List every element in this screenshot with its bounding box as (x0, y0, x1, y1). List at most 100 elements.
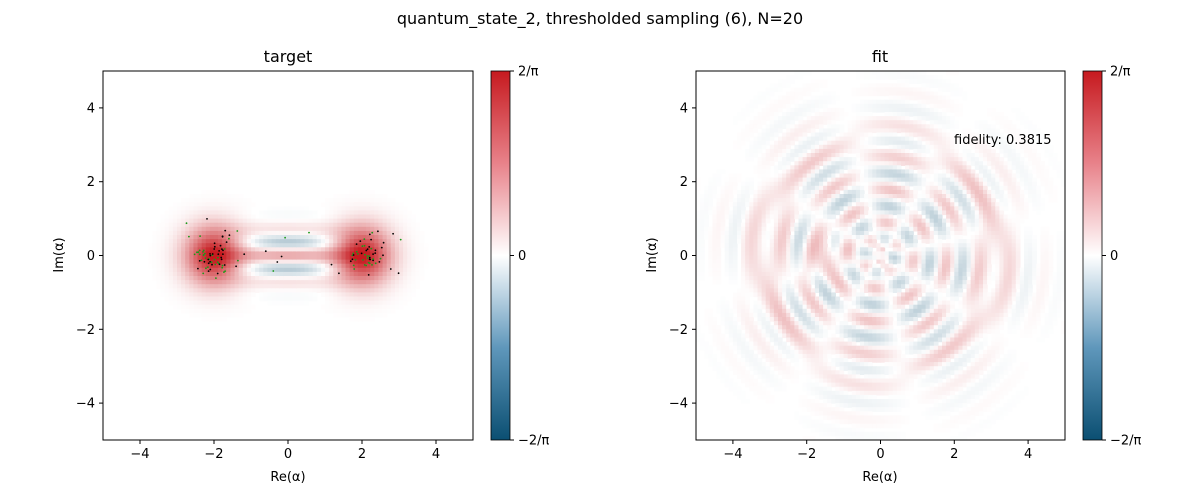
heat-cell (855, 353, 861, 359)
heat-cell (802, 124, 808, 129)
heat-cell (205, 230, 211, 236)
heat-cell (316, 251, 322, 257)
heat-cell (806, 161, 812, 166)
heat-cell (737, 386, 742, 392)
heat-cell (798, 230, 804, 236)
heat-cell (164, 280, 170, 285)
heat-cell (366, 312, 371, 318)
heat-cell (806, 91, 812, 97)
heat-cell (737, 235, 742, 240)
heat-cell (333, 218, 338, 224)
heat-cell (769, 202, 775, 207)
heat-cell (197, 300, 203, 306)
sample-point (207, 258, 210, 261)
heat-cell (329, 235, 334, 240)
heat-cell (345, 267, 351, 273)
heat-cell (835, 345, 841, 351)
heat-cell (737, 112, 742, 117)
heat-cell (827, 251, 832, 257)
heat-cell (201, 263, 207, 269)
heat-cell (806, 136, 812, 142)
heat-cell (806, 390, 812, 396)
heat-cell (864, 161, 869, 166)
heat-cell (720, 333, 726, 339)
heat-cell (843, 353, 849, 359)
heat-cell (374, 210, 380, 216)
heat-cell (880, 349, 886, 355)
heat-cell (407, 259, 412, 265)
heat-cell (189, 300, 195, 306)
heat-cell (749, 206, 754, 211)
heat-cell (259, 267, 264, 273)
heat-cell (851, 140, 857, 146)
heat-cell (271, 296, 277, 302)
heat-cell (741, 374, 746, 380)
heat-cell (177, 206, 182, 211)
heat-cell (238, 230, 244, 236)
heat-cell (872, 353, 877, 359)
heat-cell (876, 157, 882, 162)
heat-cell (802, 394, 808, 400)
heat-cell (716, 243, 722, 248)
heat-cell (868, 394, 873, 400)
heat-cell (864, 144, 869, 150)
heat-cell (847, 140, 853, 146)
heat-cell (712, 276, 718, 281)
heat-cell (835, 284, 841, 289)
heat-cell (724, 189, 730, 195)
heat-cell (745, 255, 750, 261)
heat-cell (814, 276, 820, 281)
heat-cell (819, 321, 824, 326)
heat-cell (341, 296, 347, 302)
heat-cell (802, 288, 808, 293)
heat-cell (864, 247, 869, 252)
heat-cell (847, 386, 853, 392)
heat-cell (843, 390, 849, 396)
heat-cell (790, 140, 795, 146)
heat-cell (798, 128, 804, 134)
heat-cell (267, 276, 273, 281)
heat-cell (810, 435, 816, 440)
heat-cell (864, 239, 869, 244)
heat-cell (827, 206, 832, 211)
heat-cell (782, 280, 787, 285)
heat-cell (782, 349, 787, 355)
heat-cell (851, 358, 857, 363)
heat-cell (823, 341, 828, 347)
heat-cell (823, 165, 828, 170)
heat-cell (876, 165, 882, 170)
heat-cell (304, 284, 310, 289)
heat-cell (778, 333, 783, 339)
heat-cell (773, 271, 779, 277)
heat-cell (831, 321, 836, 326)
heat-cell (839, 124, 845, 129)
heat-cell (839, 198, 845, 203)
heat-cell (728, 333, 734, 339)
heat-cell (152, 259, 158, 265)
heat-cell (218, 296, 223, 302)
heat-cell (847, 296, 853, 302)
heat-cell (860, 75, 865, 80)
heat-cell (181, 288, 186, 293)
heat-cell (415, 271, 421, 277)
heat-cell (386, 202, 392, 207)
heat-cell (786, 288, 791, 293)
heat-cell (831, 194, 836, 199)
heat-cell (757, 362, 763, 367)
heat-cell (415, 239, 421, 244)
heat-cell (814, 423, 820, 429)
heat-cell (362, 247, 367, 252)
heat-cell (843, 112, 849, 117)
heat-cell (362, 288, 367, 293)
heat-cell (234, 235, 240, 240)
heat-cell (847, 325, 853, 330)
heat-cell (325, 276, 330, 281)
heat-cell (806, 173, 812, 179)
x-tick-label: 0 (284, 447, 292, 462)
heat-cell (214, 189, 219, 195)
heat-cell (716, 226, 722, 232)
sample-point (207, 270, 210, 272)
heat-cell (884, 366, 890, 371)
heat-cell (806, 292, 812, 298)
heat-cell (304, 296, 310, 302)
